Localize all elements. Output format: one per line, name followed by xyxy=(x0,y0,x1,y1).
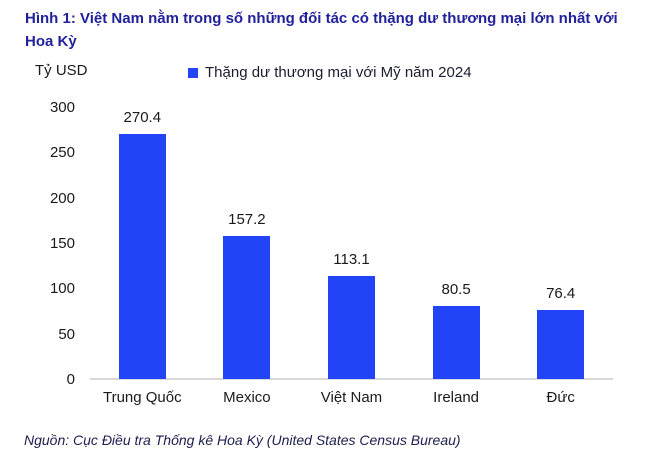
y-axis-unit-label: Tỷ USD xyxy=(35,62,88,79)
bar-value-label: 157.2 xyxy=(228,211,266,229)
bar-value-label: 113.1 xyxy=(333,251,370,269)
y-tick-label: 150 xyxy=(49,235,75,252)
source-note: Nguồn: Cục Điều tra Thống kê Hoa Kỳ (Uni… xyxy=(24,432,461,448)
bar xyxy=(118,133,166,379)
bar-value-label: 80.5 xyxy=(441,281,471,298)
y-tick-label: 0 xyxy=(66,371,75,388)
x-axis-category-label: Việt Nam xyxy=(320,389,383,406)
y-tick-label: 100 xyxy=(49,280,75,298)
bar xyxy=(537,309,585,379)
x-axis-category-label: Ireland xyxy=(433,389,480,406)
bar xyxy=(223,236,271,379)
bar-value-label: 76.4 xyxy=(546,284,576,302)
legend-swatch-icon xyxy=(188,67,198,78)
bar xyxy=(328,276,375,379)
bar-value-label: 270.4 xyxy=(123,108,162,126)
chart-title: Hình 1: Việt Nam nằm trong số những đối … xyxy=(25,10,618,50)
legend-label: Thặng dư thương mại với Mỹ năm 2024 xyxy=(205,64,472,81)
x-axis-category-label: Đức xyxy=(546,389,575,406)
x-axis-category-label: Mexico xyxy=(223,389,271,406)
x-axis-line xyxy=(90,378,613,380)
y-tick-label: 250 xyxy=(49,144,75,162)
x-axis-category-label: Trung Quốc xyxy=(102,389,182,406)
plot-area: 270.4 157.2 113.1 80.5 76.4 xyxy=(90,107,613,379)
legend: Thặng dư thương mại với Mỹ năm 2024 xyxy=(188,64,472,81)
bar xyxy=(432,306,480,379)
y-tick-label: 300 xyxy=(49,99,75,116)
y-tick-label: 50 xyxy=(58,325,75,343)
y-tick-label: 200 xyxy=(49,189,75,207)
